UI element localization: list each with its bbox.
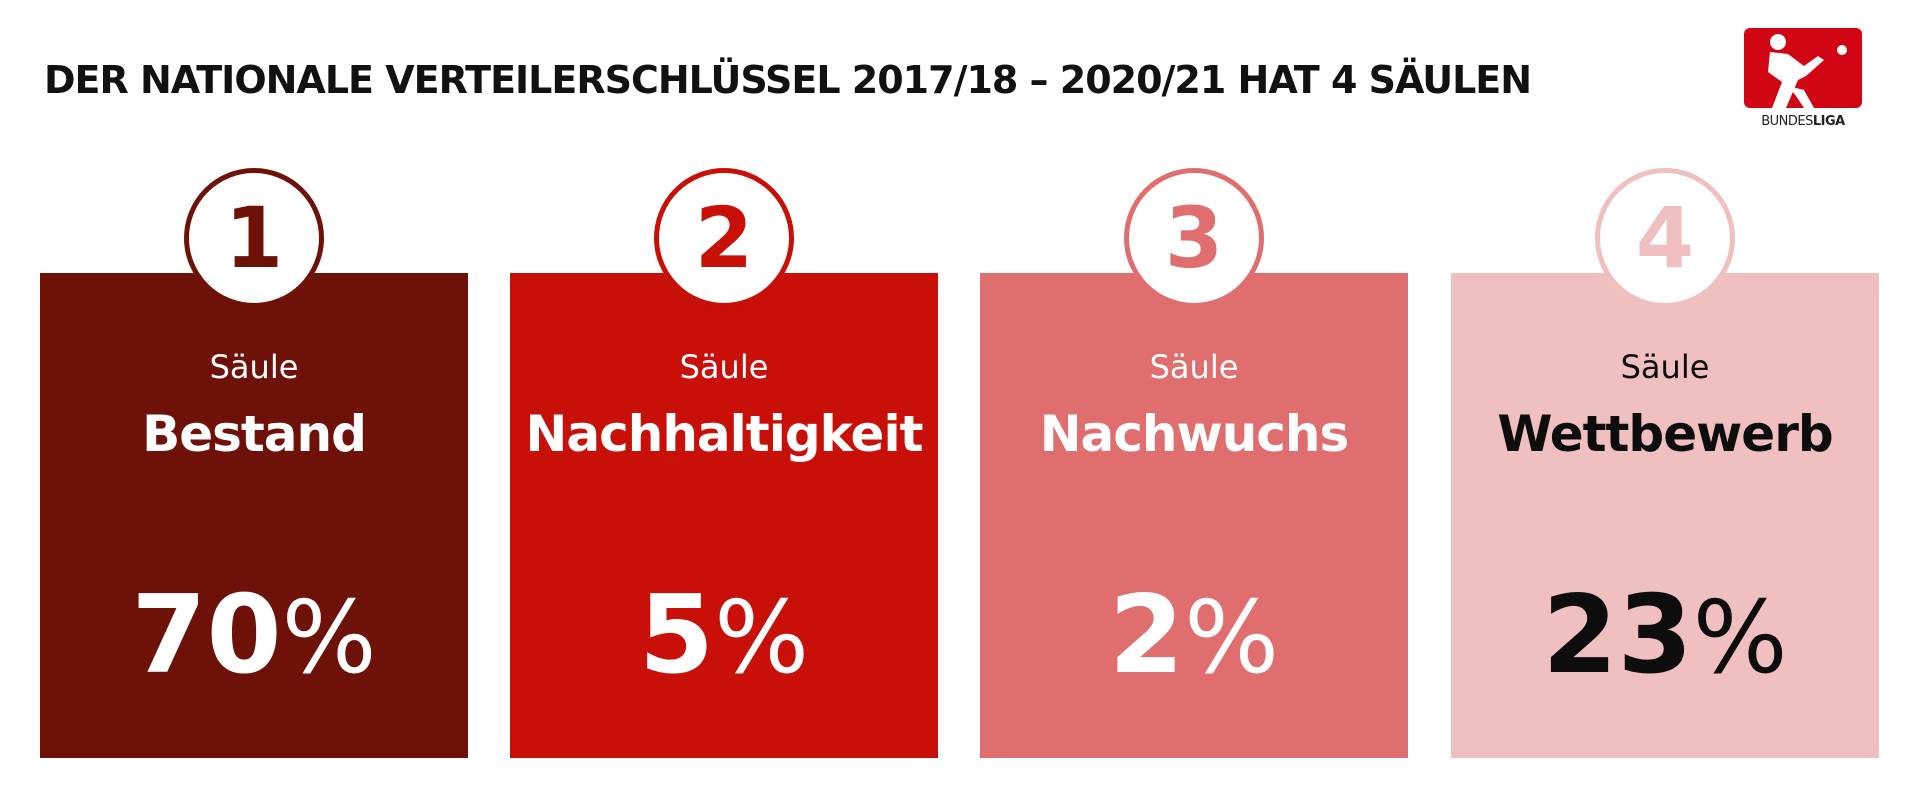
pillar-percentage: 2% <box>1108 573 1280 698</box>
pillar-prefix: Säule <box>679 348 769 386</box>
pillar-number-badge-1: 1 <box>184 168 324 308</box>
pillar-name: Bestand <box>142 405 367 463</box>
pillar-name: Nachwuchs <box>1039 405 1350 463</box>
pillar-prefix: Säule <box>1620 348 1710 386</box>
pillar-prefix: Säule <box>1149 348 1239 386</box>
pillar-prefix: Säule <box>209 348 299 386</box>
pillar-percentage: 23% <box>1542 573 1788 698</box>
pillar-name: Nachhaltigkeit <box>525 405 924 463</box>
pillar-card-wettbewerb: Säule Wettbewerb 23% <box>1451 273 1879 758</box>
pillar-name: Wettbewerb <box>1497 405 1833 463</box>
page-title: DER NATIONALE VERTEILERSCHLÜSSEL 2017/18… <box>44 58 1532 102</box>
pillar-percentage: 5% <box>638 573 810 698</box>
pillar-card-bestand: Säule Bestand 70% <box>40 273 468 758</box>
pillar-number-badge-2: 2 <box>654 168 794 308</box>
pillar-card-nachwuchs: Säule Nachwuchs 2% <box>980 273 1408 758</box>
pillar-number-badge-3: 3 <box>1124 168 1264 308</box>
bundesliga-logo-icon <box>1744 28 1862 108</box>
bundesliga-logo: BUNDESLIGA <box>1744 28 1862 134</box>
bundesliga-logo-text: BUNDESLIGA <box>1761 114 1845 129</box>
pillar-number-badge-4: 4 <box>1595 168 1735 308</box>
pillar-card-nachhaltigkeit: Säule Nachhaltigkeit 5% <box>510 273 938 758</box>
pillar-percentage: 70% <box>131 573 377 698</box>
